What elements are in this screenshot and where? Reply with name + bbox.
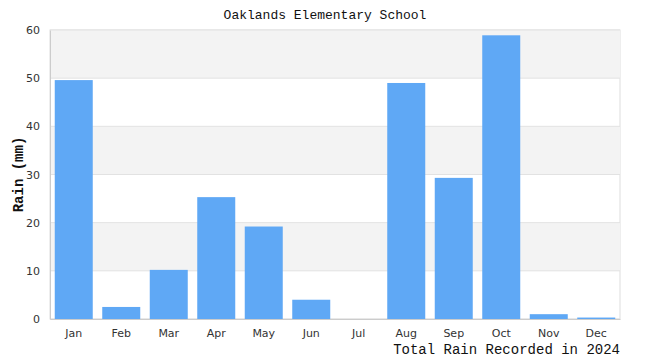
y-tick: 60 xyxy=(26,24,50,37)
plot-background xyxy=(50,30,620,319)
y-tick-label: 30 xyxy=(26,169,40,182)
x-tick-label: Nov xyxy=(538,327,560,340)
y-tick: 30 xyxy=(26,169,50,182)
bar xyxy=(245,227,283,319)
x-tick-label: Aug xyxy=(396,327,417,340)
grid-line xyxy=(50,30,620,31)
y-tick-label: 50 xyxy=(26,72,40,85)
bars xyxy=(55,35,616,319)
x-tick-label: Jan xyxy=(64,327,82,340)
grid-line xyxy=(50,126,620,127)
x-tick-label: Feb xyxy=(112,327,131,340)
chart: Jan Feb Mar Apr May Jun Jul Aug Sep Oct Nov Dec 0 10 2… xyxy=(0,0,650,360)
y-tick-label: 20 xyxy=(26,217,40,230)
y-axis-title: Rain (mm) xyxy=(11,137,27,213)
y-tick: 20 xyxy=(26,217,50,230)
bar xyxy=(102,307,140,319)
bar xyxy=(340,319,378,320)
x-tick: Dec xyxy=(586,327,607,340)
grid-line xyxy=(50,174,620,175)
grid-bands xyxy=(50,30,620,271)
grid-line xyxy=(50,270,620,271)
x-tick: Aug xyxy=(396,327,417,340)
x-tick: Jul xyxy=(351,327,365,340)
grid-line xyxy=(50,222,620,223)
x-tick: May xyxy=(252,327,275,340)
y-axis: 0 10 20 30 40 50 60 xyxy=(26,24,51,326)
x-tick-label: May xyxy=(252,327,275,340)
y-tick: 40 xyxy=(26,120,50,133)
bar xyxy=(435,178,473,319)
x-tick: Oct xyxy=(492,327,512,340)
y-tick: 10 xyxy=(26,265,50,278)
bar xyxy=(482,35,520,319)
x-tick: Mar xyxy=(158,327,179,340)
bar xyxy=(292,300,330,319)
grid-band xyxy=(50,223,620,271)
grid xyxy=(50,30,620,319)
x-tick: Jan xyxy=(64,327,82,340)
x-axis-title: Total Rain Recorded in 2024 xyxy=(393,342,620,358)
x-tick-label: Sep xyxy=(443,327,464,340)
y-axis-line xyxy=(50,31,51,320)
x-tick-label: Jul xyxy=(351,327,365,340)
bar xyxy=(55,80,93,319)
x-axis-line xyxy=(51,319,621,320)
y-tick: 50 xyxy=(26,72,50,85)
y-tick-label: 0 xyxy=(33,313,40,326)
x-tick-label: Dec xyxy=(586,327,607,340)
x-axis: Jan Feb Mar Apr May Jun Jul Aug Sep Oct Nov Dec xyxy=(51,320,621,340)
bar xyxy=(530,314,568,319)
x-tick: Apr xyxy=(207,327,227,340)
y-tick-label: 10 xyxy=(26,265,40,278)
x-tick: Nov xyxy=(538,327,560,340)
x-tick-label: Apr xyxy=(207,327,227,340)
bar xyxy=(197,197,235,319)
bar xyxy=(387,83,425,319)
plot: Jan Feb Mar Apr May Jun Jul Aug Sep Oct Nov Dec 0 10 2… xyxy=(26,24,621,340)
y-tick-label: 40 xyxy=(26,120,40,133)
x-tick: Feb xyxy=(112,327,131,340)
x-tick: Sep xyxy=(443,327,464,340)
x-tick-label: Mar xyxy=(158,327,179,340)
y-tick: 0 xyxy=(33,313,50,326)
y-tick-label: 60 xyxy=(26,24,40,37)
x-tick: Jun xyxy=(302,327,320,340)
bar xyxy=(577,318,615,319)
x-tick-label: Jun xyxy=(302,327,320,340)
grid-band xyxy=(50,30,620,78)
grid-line xyxy=(50,78,620,79)
x-tick-label: Oct xyxy=(492,327,512,340)
title: Oaklands Elementary School xyxy=(224,8,427,23)
bar xyxy=(150,270,188,319)
grid-band xyxy=(50,126,620,174)
